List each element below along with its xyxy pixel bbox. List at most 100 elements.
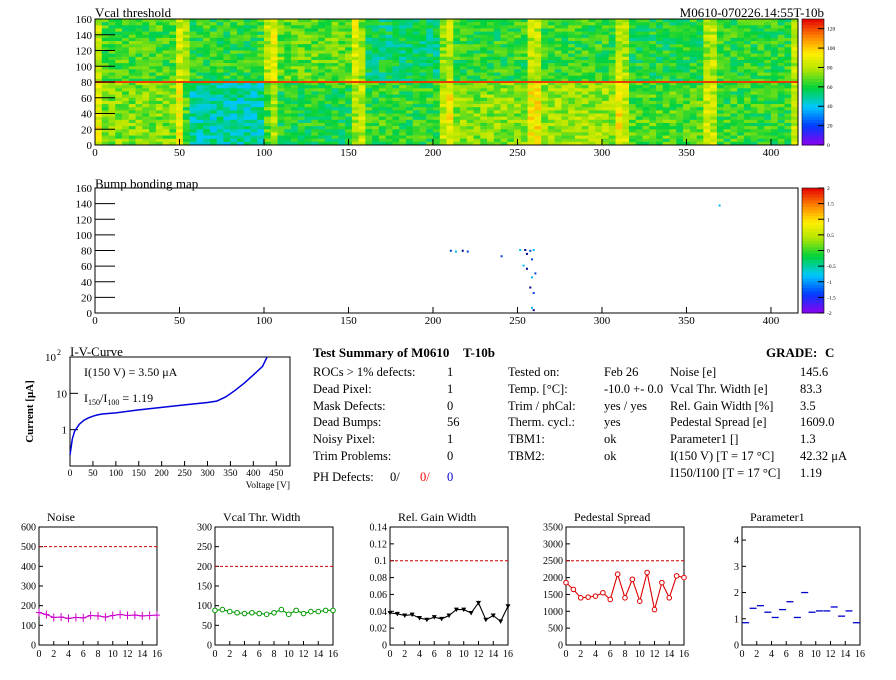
heatmap-cell: [446, 59, 454, 64]
heatmap-cell: [223, 63, 231, 67]
heatmap-cell: [656, 69, 664, 73]
heatmap-cell: [487, 19, 495, 23]
heatmap-cell: [574, 44, 582, 48]
heatmap-cell: [757, 113, 765, 117]
bump-bonding-map[interactable]: 0 50 100 150 200 250 300 350 4000204060801001201…: [0, 180, 896, 330]
heatmap-cell: [263, 91, 272, 95]
heatmap-cell: [723, 132, 731, 136]
heatmap-cell: [426, 129, 434, 133]
heatmap-cell: [270, 113, 278, 117]
heatmap-cell: [507, 119, 515, 124]
heatmap-cell: [378, 37, 386, 42]
heatmap-cell: [230, 47, 238, 51]
heatmap-cell: [703, 66, 711, 70]
heatmap-cell: [223, 25, 231, 29]
heatmap-cell: [223, 94, 231, 99]
heatmap-cell: [365, 97, 373, 102]
palette-cell: [802, 31, 824, 36]
heatmap-cell: [689, 28, 697, 32]
heatmap-cell: [737, 63, 745, 67]
heatmap-cell: [757, 69, 765, 73]
heatmap-cell: [399, 91, 407, 95]
heatmap-cell: [507, 104, 515, 108]
heatmap-cell: [439, 31, 447, 36]
heatmap-cell: [128, 28, 136, 32]
heatmap-cell: [703, 34, 711, 39]
heatmap-cell: [149, 25, 157, 29]
heatmap-cell: [432, 85, 441, 89]
heatmap-cell: [182, 129, 190, 133]
heatmap-cell: [203, 78, 211, 83]
data-point: [234, 609, 240, 616]
heatmap-cell: [419, 122, 427, 127]
heatmap-cell: [642, 19, 650, 23]
palette-tick-label: 0: [827, 143, 830, 149]
heatmap-cell: [588, 56, 596, 61]
heatmap-cell: [324, 37, 332, 42]
heatmap-cell: [419, 135, 427, 139]
heatmap-cell: [101, 129, 109, 133]
heatmap-cell: [777, 97, 785, 102]
heatmap-cell: [588, 25, 596, 29]
heatmap-cell: [243, 22, 251, 26]
heatmap-cell: [365, 69, 373, 73]
heatmap-cell: [142, 82, 150, 86]
heatmap-cell: [209, 129, 217, 133]
heatmap-cell: [331, 75, 339, 80]
heatmap-cell: [291, 72, 299, 76]
heatmap-cell: [378, 141, 386, 146]
heatmap-cell: [784, 107, 792, 111]
heatmap-cell: [635, 97, 643, 102]
heatmap-cell: [446, 22, 454, 26]
heatmap-cell: [304, 50, 312, 54]
palette-tick-label: 1: [827, 217, 830, 223]
heatmap-cell: [162, 107, 170, 111]
heatmap-cell: [128, 88, 136, 92]
heatmap-cell: [683, 31, 691, 36]
heatmap-cell: [142, 91, 150, 95]
heatmap-cell: [365, 31, 373, 36]
heatmap-cell: [338, 44, 346, 48]
heatmap-cell: [399, 72, 407, 76]
heatmap-cell: [514, 19, 522, 23]
heatmap-cell: [541, 28, 549, 32]
heatmap-cell: [439, 104, 447, 108]
heatmap-cell: [432, 138, 441, 143]
heatmap-cell: [331, 44, 339, 48]
heatmap-cell: [473, 37, 481, 42]
heatmap-cell: [710, 94, 718, 99]
heatmap-cell: [547, 113, 555, 117]
heatmap-cell: [649, 19, 657, 23]
palette-tick-label: 120: [827, 27, 836, 33]
heatmap-cell: [683, 107, 691, 111]
heatmap-cell: [608, 22, 616, 26]
heatmap-cell: [345, 88, 353, 92]
heatmap-cell: [189, 94, 197, 99]
heatmap-cell: [149, 78, 157, 83]
heatmap-cell: [595, 138, 603, 143]
heatmap-cell: [784, 126, 792, 130]
heatmap-cell: [541, 50, 549, 54]
heatmap-cell: [716, 104, 724, 108]
heatmap-cell: [716, 72, 724, 76]
heatmap-cell: [122, 19, 130, 23]
heatmap-cell: [622, 91, 630, 95]
heatmap-cell: [480, 100, 488, 105]
heatmap-cell: [656, 141, 664, 146]
heatmap-cell: [236, 113, 245, 117]
heatmap-cell: [696, 63, 704, 67]
heatmap-cell: [629, 47, 637, 51]
heatmap-cell: [243, 138, 251, 143]
heatmap-cell: [378, 119, 386, 124]
heatmap-cell: [696, 69, 704, 73]
iv-frame: [69, 356, 291, 467]
vcal-threshold-map[interactable]: 0 50 100 150 200 250 300 350 4000204060801001201…: [0, 12, 896, 177]
heatmap-cell: [527, 78, 535, 83]
heatmap-cell: [162, 110, 170, 114]
heatmap-cell: [615, 97, 623, 102]
heatmap-cell: [514, 85, 522, 89]
heatmap-cell: [169, 50, 177, 54]
heatmap-cell: [487, 97, 495, 102]
